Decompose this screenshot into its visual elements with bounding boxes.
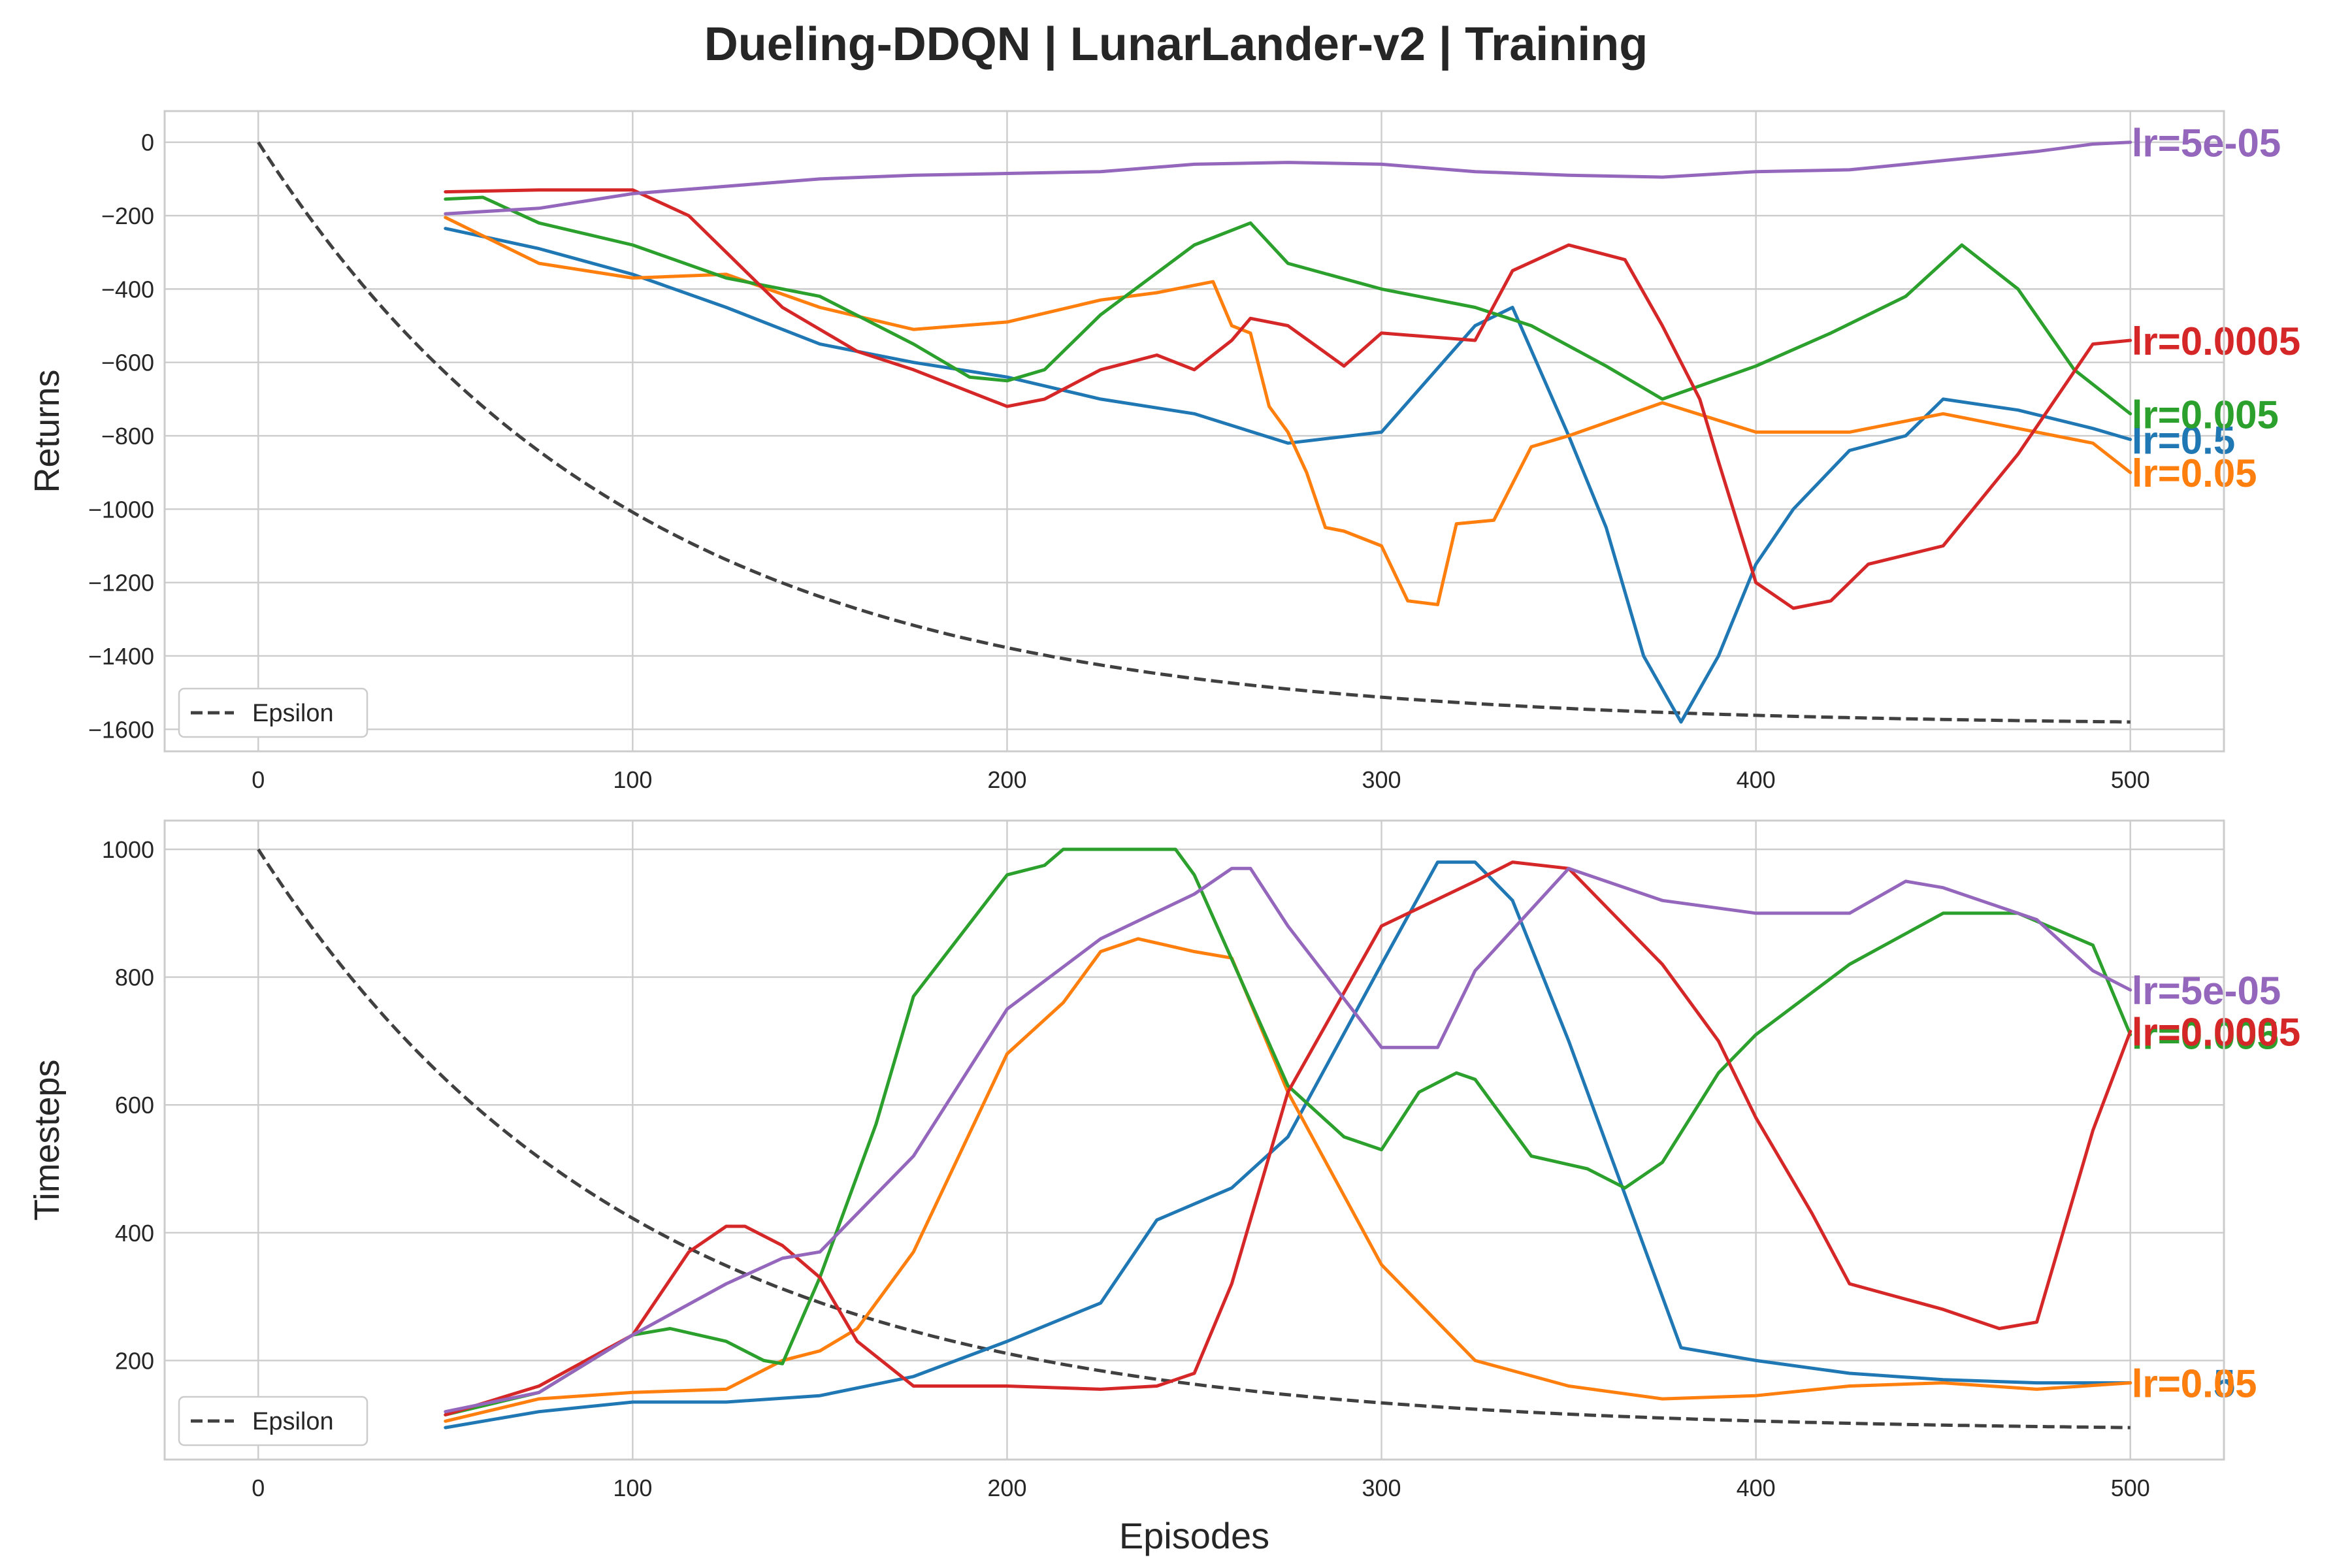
figure-title: Dueling-DDQN | LunarLander-v2 | Training (704, 18, 1648, 71)
x-tick-label: 200 (987, 766, 1026, 793)
x-tick-label: 400 (1737, 766, 1776, 793)
x-tick-label: 500 (2111, 766, 2150, 793)
x-tick-label: 0 (252, 766, 265, 793)
panel-1: lr=0.5lr=0.05 lr=0.005 lr=0.0005 lr=5e-05 0 1… (27, 110, 2301, 793)
y-tick-label: −800 (101, 423, 154, 449)
x-tick-label: 400 (1737, 1475, 1776, 1501)
x-axis-label: Episodes (1119, 1515, 1269, 1556)
series-end-label: lr=0.05 (2132, 451, 2257, 495)
series-end-label: lr=0.005 (2132, 1014, 2279, 1058)
x-tick-label: 100 (613, 1475, 652, 1501)
series-line-lr-5e-05 (444, 866, 2132, 1414)
y-tick-label: −600 (101, 350, 154, 376)
y-tick-label: −1400 (88, 643, 154, 670)
y-axis-label: Timesteps (27, 1059, 67, 1220)
legend-label: Epsilon (252, 700, 334, 727)
y-tick-label: 400 (115, 1220, 154, 1247)
series-line-lr-0-005 (444, 195, 2132, 416)
series-line-lr-5e-05 (444, 140, 2132, 216)
legend: Epsilon (178, 1396, 368, 1446)
series-line-lr-0-005 (444, 847, 2132, 1416)
plot-area (165, 821, 2224, 1460)
y-tick-label: −1200 (88, 570, 154, 596)
y-tick-label: 800 (115, 964, 154, 991)
y-tick-label: 1000 (102, 836, 154, 863)
legend: Epsilon (178, 687, 368, 738)
y-tick-label: −1600 (88, 716, 154, 743)
legend-box (178, 687, 368, 738)
x-tick-label: 300 (1362, 1475, 1401, 1501)
x-tick-label: 100 (613, 766, 652, 793)
series-line-lr-0-0005 (444, 860, 2132, 1416)
series-line-lr-0-0005 (444, 188, 2132, 610)
plot-frame (163, 110, 2225, 753)
y-tick-label: −400 (101, 276, 154, 302)
plot-area (165, 111, 2224, 751)
series-end-label: lr=0.05 (2132, 1362, 2257, 1406)
series-end-label: lr=0.0005 (2132, 1011, 2301, 1054)
epsilon-line (257, 141, 2131, 724)
plot-frame (163, 819, 2225, 1461)
series-end-label: lr=5e-05 (2132, 122, 2281, 165)
series-line-lr-0-05 (444, 937, 2132, 1423)
legend-label: Epsilon (252, 1408, 334, 1435)
series-line-lr-0-5 (444, 860, 2132, 1429)
series-end-label: lr=0.5 (2132, 419, 2235, 463)
series-end-label: lr=0.5 (2132, 1362, 2235, 1406)
series-end-label: lr=0.005 (2132, 393, 2279, 436)
y-tick-label: −200 (101, 203, 154, 229)
y-tick-label: −1000 (88, 496, 154, 523)
x-tick-label: 500 (2111, 1475, 2150, 1501)
y-tick-label: 200 (115, 1347, 154, 1374)
y-axis-label: Returns (27, 369, 67, 493)
x-tick-label: 200 (987, 1475, 1026, 1501)
series-line-lr-0-5 (444, 227, 2132, 724)
x-tick-label: 300 (1362, 766, 1401, 793)
y-tick-label: 600 (115, 1092, 154, 1119)
series-end-label: lr=5e-05 (2132, 969, 2281, 1013)
series-line-lr-0-05 (444, 216, 2132, 606)
series-end-label: lr=0.0005 (2132, 319, 2301, 363)
legend-box (178, 1396, 368, 1446)
x-tick-label: 0 (252, 1475, 265, 1501)
y-tick-label: 0 (141, 129, 154, 156)
